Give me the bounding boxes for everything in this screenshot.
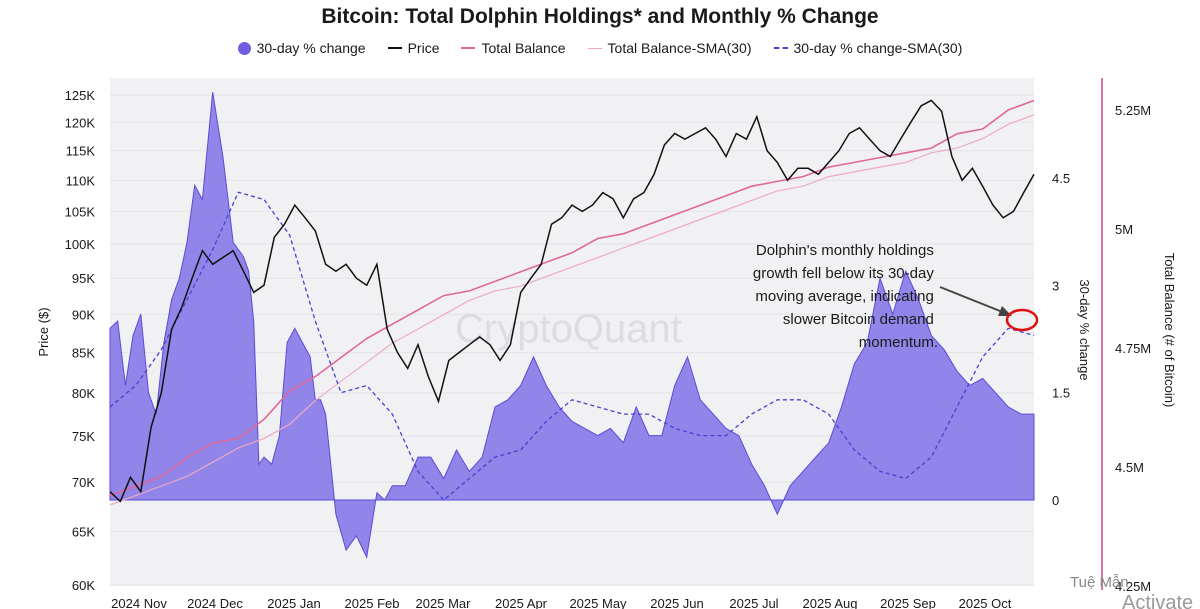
legend-item-price[interactable]: Price xyxy=(387,40,440,56)
legend-swatch-line xyxy=(387,47,402,49)
y-left-tick-label: 115K xyxy=(66,144,96,159)
annotation-line: momentum. xyxy=(859,334,938,351)
x-tick-label: 2025 May xyxy=(569,596,627,609)
annotation-line: growth fell below its 30-day xyxy=(753,265,934,282)
x-tick-label: 2025 Jan xyxy=(267,596,321,609)
y-left-tick-label: 95K xyxy=(72,271,95,286)
corner-watermark: Tuệ Mẫn xyxy=(1070,574,1129,591)
legend-label: Total Balance xyxy=(481,40,566,56)
y-mid-tick-label: 4.5 xyxy=(1052,171,1070,186)
y-left-tick-label: 75K xyxy=(72,429,95,444)
series-line-price xyxy=(109,99,1035,503)
y-left-tick-label: 100K xyxy=(65,237,96,252)
series-line-30day-change-sma xyxy=(109,191,1035,501)
annotation-line: Dolphin's monthly holdings xyxy=(756,242,934,259)
watermark: CryptoQuant xyxy=(455,307,682,351)
y-left-tick-label: 120K xyxy=(65,115,96,130)
y-left-tick-label: 125K xyxy=(65,88,96,103)
legend-swatch-line xyxy=(587,47,602,49)
y-right-axis-title: Total Balance (# of Bitcoin) xyxy=(1162,253,1177,408)
x-tick-label: 2025 Sep xyxy=(880,596,936,609)
y-left-tick-label: 105K xyxy=(65,204,96,219)
annotation-text: Dolphin's monthly holdings growth fell b… xyxy=(753,242,938,351)
y-left-tick-label: 90K xyxy=(72,307,95,322)
y-right-tick-label: 4.75M xyxy=(1115,341,1151,356)
y-mid-tick-label: 0 xyxy=(1052,493,1059,508)
annotation-line: slower Bitcoin demand xyxy=(783,311,934,328)
legend-label: Total Balance-SMA(30) xyxy=(607,40,752,56)
y-left-axis-title: Price ($) xyxy=(36,307,51,356)
y-right-tick-label: 5.25M xyxy=(1115,103,1151,118)
legend: 30-day % change Price Total Balance Tota… xyxy=(0,40,1200,56)
activate-overlay: Activate xyxy=(1122,592,1193,609)
legend-label: 30-day % change xyxy=(256,40,366,56)
x-tick-label: 2025 Jul xyxy=(729,596,778,609)
annotation-line: moving average, indicating xyxy=(755,288,933,305)
y-right-tick-label: 4.25M xyxy=(1115,579,1151,594)
y-mid-tick-label: 3 xyxy=(1052,278,1059,293)
y-mid-tick-label: 1.5 xyxy=(1052,386,1070,401)
highlight-circle xyxy=(1005,308,1039,332)
legend-swatch-line xyxy=(461,47,476,49)
legend-label: Price xyxy=(407,40,440,56)
legend-item-total-balance[interactable]: Total Balance xyxy=(461,40,566,56)
x-tick-label: 2025 Oct xyxy=(959,596,1012,609)
legend-item-change-sma[interactable]: 30-day % change-SMA(30) xyxy=(773,40,963,56)
annotation-arrow xyxy=(939,286,1006,314)
y-left-tick-label: 80K xyxy=(72,386,95,401)
chart-title: Bitcoin: Total Dolphin Holdings* and Mon… xyxy=(321,5,879,28)
y-mid-axis-title: 30-day % change xyxy=(1077,279,1092,380)
legend-swatch-line xyxy=(773,47,788,49)
y-left-tick-label: 60K xyxy=(72,578,95,593)
x-tick-label: 2025 Aug xyxy=(803,596,858,609)
x-tick-label: 2025 Feb xyxy=(345,596,400,609)
x-tick-label: 2024 Nov xyxy=(111,596,167,609)
y-left-tick-label: 65K xyxy=(72,525,95,540)
legend-item-30day-change[interactable]: 30-day % change xyxy=(237,40,366,56)
series-line-total-balance-sma xyxy=(109,114,1035,506)
x-tick-label: 2025 Jun xyxy=(650,596,704,609)
legend-label: 30-day % change-SMA(30) xyxy=(793,40,963,56)
y-right-tick-label: 5M xyxy=(1115,222,1133,237)
y-left-tick-label: 70K xyxy=(72,475,95,490)
x-tick-label: 2024 Dec xyxy=(187,596,243,609)
annotation-arrowhead xyxy=(998,306,1012,316)
x-tick-label: 2025 Apr xyxy=(495,596,548,609)
series-area-30day-change xyxy=(109,92,1035,559)
y-left-tick-label: 85K xyxy=(72,345,95,360)
y-right-tick-label: 4.5M xyxy=(1115,460,1144,475)
legend-swatch-area xyxy=(237,41,251,55)
x-tick-label: 2025 Mar xyxy=(416,596,472,609)
legend-item-total-balance-sma[interactable]: Total Balance-SMA(30) xyxy=(587,40,752,56)
series-line-total-balance xyxy=(109,99,1035,497)
y-left-tick-label: 110K xyxy=(66,173,96,188)
